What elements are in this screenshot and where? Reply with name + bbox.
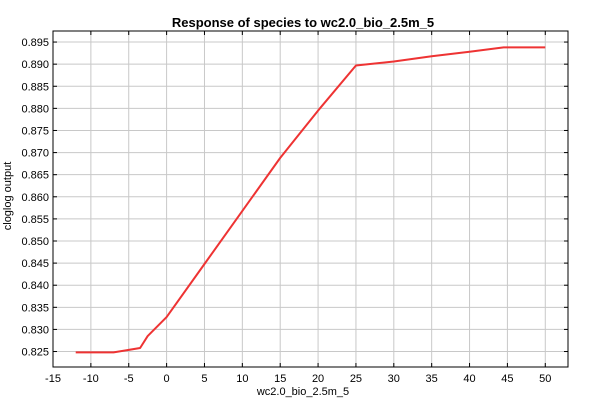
response-curve-line <box>75 46 546 354</box>
y-tick-label: 0.825 <box>21 347 49 359</box>
x-axis-label: wc2.0_bio_2.5m_5 <box>256 386 349 398</box>
x-tick-label: 45 <box>501 373 513 385</box>
y-tick-label: 0.860 <box>21 192 49 204</box>
grid-lines <box>52 31 568 367</box>
y-tick-label: 0.865 <box>21 170 49 182</box>
x-tick-label: -15 <box>45 373 61 385</box>
x-tick-label: -5 <box>124 373 134 385</box>
x-tick-label: 30 <box>388 373 400 385</box>
x-tick-label: 35 <box>426 373 438 385</box>
x-tick-label: 40 <box>463 373 475 385</box>
x-tick-label: 15 <box>274 373 286 385</box>
y-tick-label: 0.875 <box>21 125 49 137</box>
chart-title: Response of species to wc2.0_bio_2.5m_5 <box>172 15 434 30</box>
x-tick-label: 25 <box>350 373 362 385</box>
y-tick-label: 0.895 <box>21 37 49 49</box>
y-tick-label: 0.870 <box>21 148 49 160</box>
y-tick-label: 0.830 <box>21 324 49 336</box>
plot-frame <box>52 30 569 368</box>
y-tick-label: 0.845 <box>21 258 49 270</box>
y-tick-label: 0.890 <box>21 59 49 71</box>
x-tick-label: 50 <box>539 373 551 385</box>
axis-ticks: -15 -10 -5 0 5 10 15 20 25 30 35 40 45 50 0.825 0.830 0.… <box>21 31 568 385</box>
y-tick-label: 0.835 <box>21 302 49 314</box>
x-tick-label: 10 <box>236 373 248 385</box>
x-tick-label: -10 <box>83 373 99 385</box>
y-tick-label: 0.885 <box>21 81 49 93</box>
y-tick-label: 0.855 <box>21 214 49 226</box>
y-axis-label: cloglog output <box>2 162 14 231</box>
y-tick-label: 0.840 <box>21 280 49 292</box>
x-tick-label: 20 <box>312 373 324 385</box>
x-tick-label: 5 <box>201 373 207 385</box>
y-tick-label: 0.850 <box>21 236 49 248</box>
y-tick-label: 0.880 <box>21 103 49 115</box>
series-layer <box>75 46 546 354</box>
x-tick-label: 0 <box>164 373 170 385</box>
